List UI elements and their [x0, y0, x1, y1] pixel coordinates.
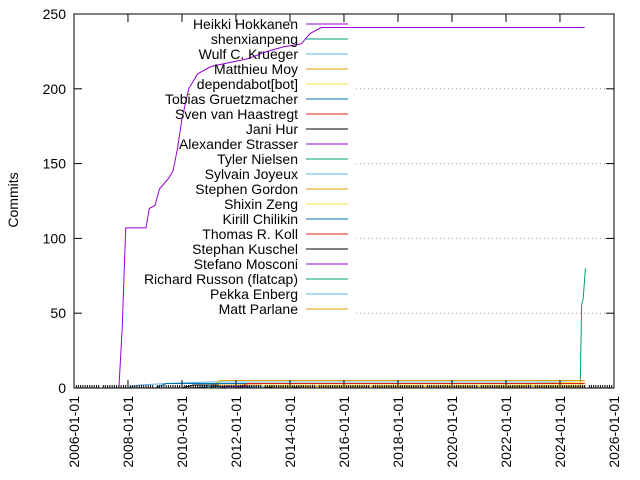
- legend-label: Tyler Nielsen: [217, 151, 298, 167]
- legend-label: Tobias Gruetzmacher: [165, 91, 298, 107]
- x-tick-label: 2024-01-01: [552, 396, 568, 468]
- x-tick-label: 2010-01-01: [174, 396, 190, 468]
- y-axis-label: Commits: [5, 172, 21, 227]
- grid-lines: [356, 88, 614, 314]
- legend-label: Heikki Hokkanen: [193, 16, 298, 32]
- y-tick-label: 100: [43, 230, 67, 246]
- legend-label: Sylvain Joyeux: [205, 166, 298, 182]
- x-tick-label: 2022-01-01: [498, 396, 514, 468]
- series-lines: [118, 27, 586, 389]
- legend-label: Stephen Gordon: [195, 181, 298, 197]
- legend-label: Sven van Haastregt: [175, 106, 298, 122]
- series-line: [579, 268, 586, 389]
- legend-label: shenxianpeng: [211, 31, 298, 47]
- legend-label: Pekka Enberg: [210, 286, 298, 302]
- x-tick-label: 2016-01-01: [336, 396, 352, 468]
- y-tick-label: 150: [43, 156, 67, 172]
- legend-label: Alexander Strasser: [179, 136, 298, 152]
- series-line: [118, 27, 585, 389]
- x-tick-label: 2018-01-01: [390, 396, 406, 468]
- y-tick-label: 250: [43, 6, 67, 22]
- x-tick-label: 2012-01-01: [228, 396, 244, 468]
- x-tick-label: 2014-01-01: [282, 396, 298, 468]
- x-tick-label: 2026-01-01: [606, 396, 622, 468]
- plot-frame: [73, 13, 615, 389]
- axes: [73, 13, 615, 389]
- y-tick-label: 0: [58, 380, 66, 396]
- legend-label: dependabot[bot]: [197, 76, 298, 92]
- legend-label: Stephan Kuschel: [192, 241, 298, 257]
- y-tick-label: 50: [50, 305, 66, 321]
- legend-label: Matt Parlane: [219, 301, 299, 317]
- x-tick-label: 2006-01-01: [66, 396, 82, 468]
- tick-marks: 0 50 100 150 200 250 2006-01-01 2008-01-01 2010-…: [43, 6, 622, 468]
- legend-label: Shixin Zeng: [224, 196, 298, 212]
- x-tick-label: 2008-01-01: [120, 396, 136, 468]
- x-tick-label: 2020-01-01: [444, 396, 460, 468]
- legend-label: Kirill Chilikin: [223, 211, 298, 227]
- legend-label: Richard Russon (flatcap): [144, 271, 298, 287]
- series-line: [235, 383, 585, 389]
- legend-label: Thomas R. Koll: [202, 226, 298, 242]
- legend-label: Matthieu Moy: [214, 61, 298, 77]
- legend-label: Jani Hur: [246, 121, 298, 137]
- legend-label: Stefano Mosconi: [194, 256, 298, 272]
- legend-label: Wulf C. Krueger: [199, 46, 299, 62]
- y-tick-label: 200: [43, 81, 67, 97]
